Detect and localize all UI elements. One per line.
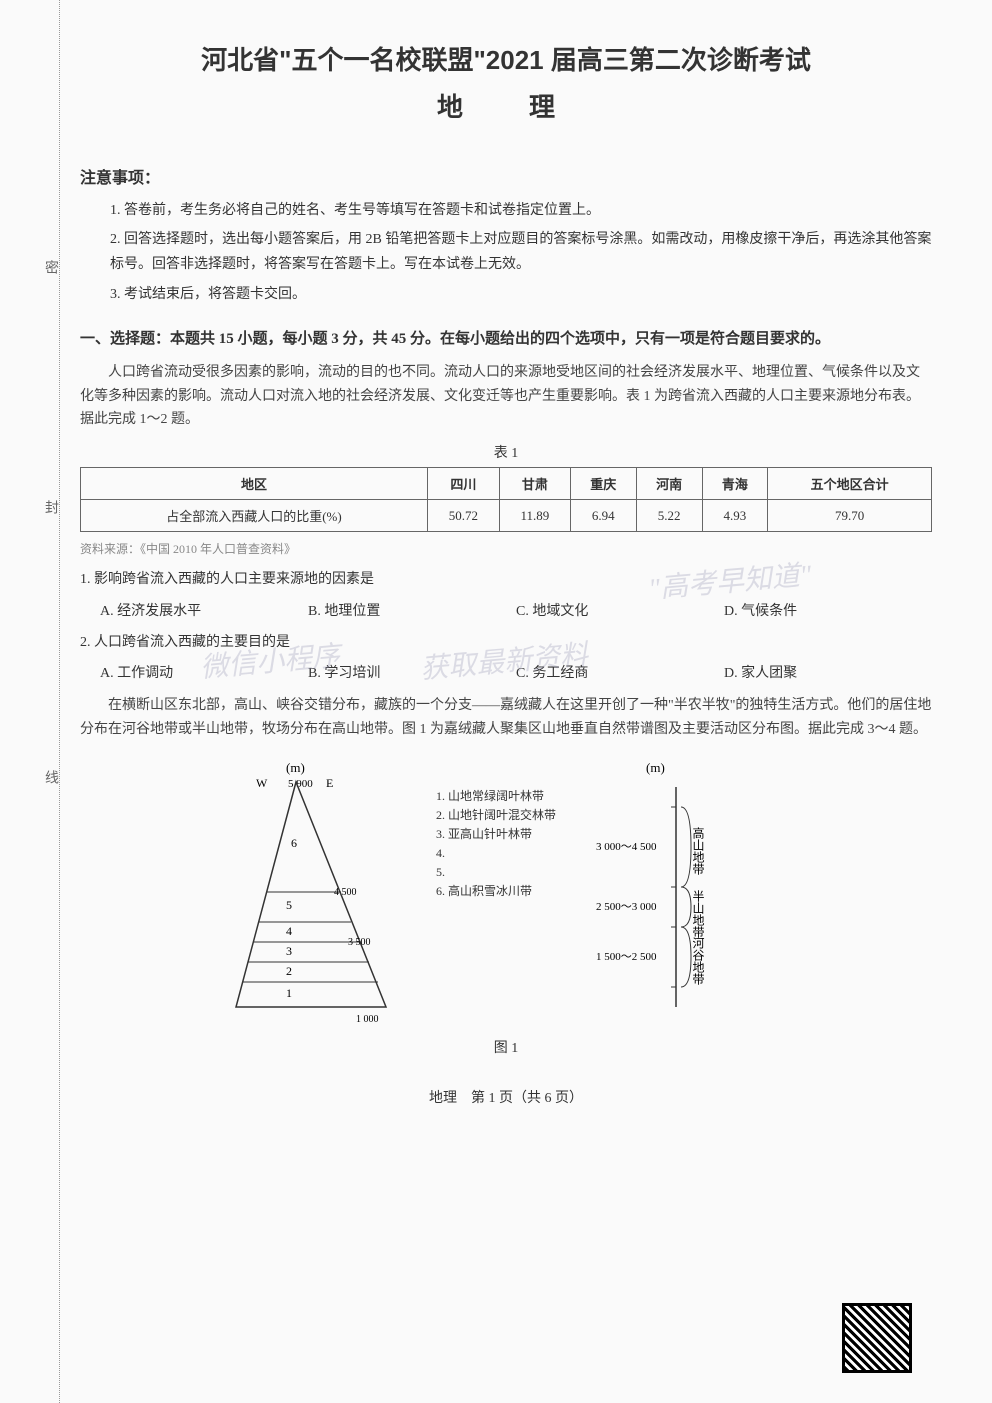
notice-item: 3. 考试结束后，将答题卡交回。 — [110, 282, 932, 307]
legend-item: 5. — [436, 863, 556, 882]
brace — [681, 887, 691, 927]
figure-caption: 图 1 — [80, 1037, 932, 1057]
band-num: 3 — [286, 944, 292, 958]
binding-seal2: 封 — [40, 500, 60, 514]
legend-item: 6. 高山积雪冰川带 — [436, 882, 556, 901]
table-cell: 5.22 — [636, 500, 702, 532]
notice-item: 1. 答卷前，考生务必将自己的姓名、考生号等填写在答题卡和试卷指定位置上。 — [110, 198, 932, 223]
exam-title: 河北省"五个一名校联盟"2021 届高三第二次诊断考试 — [80, 40, 932, 77]
table-header: 地区 — [81, 468, 428, 500]
binding-seal3: 线 — [40, 770, 60, 784]
binding-seal: 密 — [40, 260, 60, 274]
table-header: 四川 — [427, 468, 499, 500]
notice-heading: 注意事项： — [80, 164, 932, 188]
table-cell: 50.72 — [427, 500, 499, 532]
zone-range: 2 500～3 000 — [596, 901, 657, 913]
passage-2: 在横断山区东北部，高山、峡谷交错分布，藏族的一个分支——嘉绒藏人在这里开创了一种… — [80, 694, 932, 742]
zone-range: 3 000～4 500 — [596, 841, 657, 853]
y-axis-label: (m) — [646, 760, 665, 775]
data-table-1: 地区 四川 甘肃 重庆 河南 青海 五个地区合计 占全部流入西藏人口的比重(%)… — [80, 467, 932, 532]
table-data-row: 占全部流入西藏人口的比重(%) 50.72 11.89 6.94 5.22 4.… — [81, 500, 932, 532]
question-2: 2. 人口跨省流入西藏的主要目的是 — [80, 632, 932, 654]
option: D. 家人团聚 — [724, 662, 932, 682]
legend-item: 4. — [436, 844, 556, 863]
table-header: 河南 — [636, 468, 702, 500]
zone-diagram: (m) 3 000～4 500 2 500～3 000 1 500～2 500 … — [586, 757, 786, 1027]
table-source: 资料来源：《中国 2010 年人口普查资料》 — [80, 540, 932, 557]
table-cell: 79.70 — [768, 500, 932, 532]
zone-range: 1 500～2 500 — [596, 951, 657, 963]
mountain-diagram: (m) W E 5 900 6 5 4 3 2 1 4 500 3 500 1 … — [226, 757, 406, 1027]
west-label: W — [256, 776, 268, 790]
table-caption: 表 1 — [80, 442, 932, 462]
band-num: 2 — [286, 964, 292, 978]
table-header: 青海 — [702, 468, 768, 500]
band-num: 4 — [286, 924, 292, 938]
table-cell: 11.89 — [499, 500, 570, 532]
east-label: E — [326, 776, 333, 790]
table-header-row: 地区 四川 甘肃 重庆 河南 青海 五个地区合计 — [81, 468, 932, 500]
exam-page: 密 封 线 河北省"五个一名校联盟"2021 届高三第二次诊断考试 地 理 注意… — [0, 0, 992, 1403]
peak-label: 5 900 — [288, 778, 313, 790]
notice-item: 2. 回答选择题时，选出每小题答案后，用 2B 铅笔把答题卡上对应题目的答案标号… — [110, 227, 932, 277]
question-1-options: A. 经济发展水平 B. 地理位置 C. 地域文化 D. 气候条件 — [80, 600, 932, 620]
option: A. 经济发展水平 — [100, 600, 308, 620]
notice-list: 1. 答卷前，考生务必将自己的姓名、考生号等填写在答题卡和试卷指定位置上。 2.… — [80, 198, 932, 307]
y-axis-label: (m) — [286, 760, 305, 775]
tick-label: 1 000 — [356, 1014, 379, 1025]
zone-label: 半山地带 — [691, 889, 705, 937]
table-header: 甘肃 — [499, 468, 570, 500]
qr-code-icon — [842, 1303, 912, 1373]
tick-label: 4 500 — [334, 887, 357, 898]
table-cell: 6.94 — [570, 500, 636, 532]
figure-1-container: (m) W E 5 900 6 5 4 3 2 1 4 500 3 500 1 … — [80, 757, 932, 1027]
legend-item: 3. 亚高山针叶林带 — [436, 825, 556, 844]
option: B. 学习培训 — [308, 662, 516, 682]
page-footer: 地理 第 1 页（共 6 页） — [80, 1087, 932, 1107]
band-num: 1 — [286, 986, 292, 1000]
brace — [681, 807, 691, 887]
option: C. 务工经商 — [516, 662, 724, 682]
band-num: 6 — [291, 836, 297, 850]
zone-label: 河谷地带 — [691, 936, 705, 984]
passage-1: 人口跨省流动受很多因素的影响，流动的目的也不同。流动人口的来源地受地区间的社会经… — [80, 361, 932, 432]
table-header: 重庆 — [570, 468, 636, 500]
question-2-options: A. 工作调动 B. 学习培训 C. 务工经商 D. 家人团聚 — [80, 662, 932, 682]
table-cell: 4.93 — [702, 500, 768, 532]
option: A. 工作调动 — [100, 662, 308, 682]
question-1: 1. 影响跨省流入西藏的人口主要来源地的因素是 — [80, 569, 932, 591]
exam-subject: 地 理 — [80, 87, 932, 124]
figure-legend: 1. 山地常绿阔叶林带 2. 山地针阔叶混交林带 3. 亚高山针叶林带 4. 5… — [436, 757, 556, 1027]
brace — [681, 927, 691, 987]
option: B. 地理位置 — [308, 600, 516, 620]
table-header: 五个地区合计 — [768, 468, 932, 500]
zone-label: 高山地带 — [691, 825, 705, 874]
section-title: 一、选择题：本题共 15 小题，每小题 3 分，共 45 分。在每小题给出的四个… — [80, 327, 932, 351]
tick-label: 3 500 — [348, 937, 371, 948]
table-cell: 占全部流入西藏人口的比重(%) — [81, 500, 428, 532]
legend-item: 1. 山地常绿阔叶林带 — [436, 787, 556, 806]
binding-area: 密 封 线 — [20, 0, 60, 1403]
option: D. 气候条件 — [724, 600, 932, 620]
option: C. 地域文化 — [516, 600, 724, 620]
legend-item: 2. 山地针阔叶混交林带 — [436, 806, 556, 825]
mountain-outline — [236, 782, 386, 1007]
band-num: 5 — [286, 898, 292, 912]
